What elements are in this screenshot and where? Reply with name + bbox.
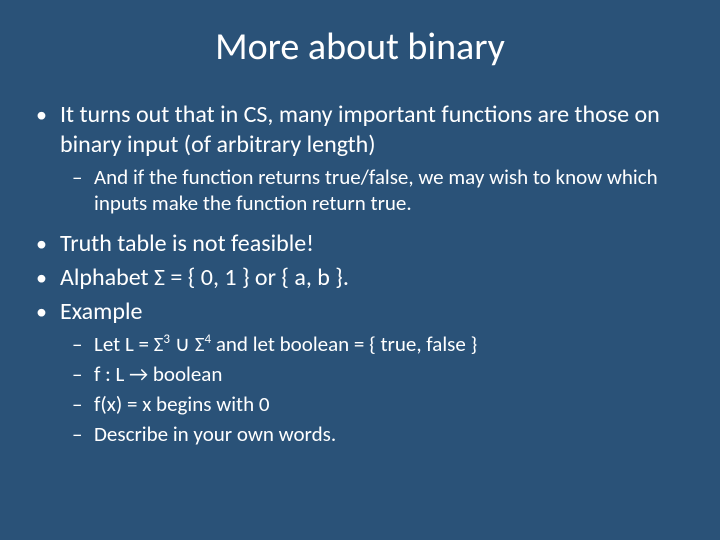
sub-bullet-item: – f : L → boolean [72,361,706,387]
bullet-text: Truth table is not feasible! [60,229,706,259]
bullet-dash-icon: – [72,421,94,447]
text-fragment: Let L = Σ [94,331,163,357]
bullet-dot-icon: • [36,297,60,327]
sub-bullet-item: – Let L = Σ3 ∪ Σ4 and let boolean = { tr… [72,331,706,357]
sub-bullet-item: – f(x) = x begins with 0 [72,391,706,417]
bullet-text: Alphabet Σ = { 0, 1 } or { a, b }. [60,263,706,293]
bullet-dot-icon: • [36,263,60,293]
bullet-dash-icon: – [72,164,94,190]
superscript: 3 [163,332,170,347]
bullet-item: • Alphabet Σ = { 0, 1 } or { a, b }. [36,263,706,293]
text-fragment: and let boolean = { true, false } [211,331,477,357]
bullet-dot-icon: • [36,100,60,130]
text-fragment: ∪ Σ [170,331,205,357]
sub-bullet-text: Let L = Σ3 ∪ Σ4 and let boolean = { true… [94,331,706,357]
bullet-dot-icon: • [36,229,60,259]
sub-bullet-text: Describe in your own words. [94,421,706,447]
sub-bullet-text: And if the function returns true/false, … [94,164,706,217]
bullet-dash-icon: – [72,331,94,357]
sub-bullet-text: f(x) = x begins with 0 [94,391,706,417]
slide-title: More about binary [14,24,706,70]
slide-content: • It turns out that in CS, many importan… [14,100,706,448]
sub-bullet-item: – And if the function returns true/false… [72,164,706,217]
bullet-item: • Truth table is not feasible! [36,229,706,259]
bullet-dash-icon: – [72,391,94,417]
bullet-text: It turns out that in CS, many important … [60,100,706,160]
slide: More about binary • It turns out that in… [0,0,720,540]
sub-bullet-text: f : L → boolean [94,361,706,387]
bullet-dash-icon: – [72,361,94,387]
bullet-text: Example [60,297,706,327]
sub-bullet-item: – Describe in your own words. [72,421,706,447]
bullet-item: • Example [36,297,706,327]
bullet-item: • It turns out that in CS, many importan… [36,100,706,160]
